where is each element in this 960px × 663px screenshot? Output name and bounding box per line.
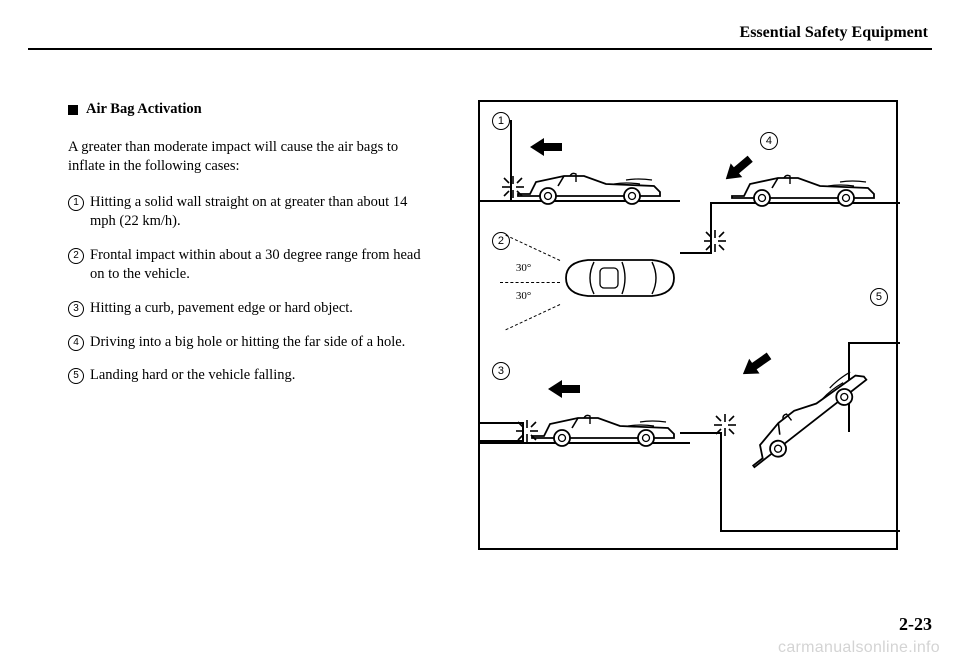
section-heading: Air Bag Activation xyxy=(68,100,434,120)
list-item: 5 Landing hard or the vehicle falling. xyxy=(68,366,434,386)
item-number-icon: 5 xyxy=(68,368,84,384)
p5-impact-icon xyxy=(712,412,738,438)
page-number: 2-23 xyxy=(899,614,932,635)
list-item: 4 Driving into a big hole or hitting the… xyxy=(68,333,434,353)
content-area: Air Bag Activation A greater than modera… xyxy=(28,100,932,550)
item-number-icon: 1 xyxy=(68,195,84,211)
item-text: Frontal impact within about a 30 degree … xyxy=(90,246,434,285)
p1-car-icon xyxy=(514,162,664,206)
item-text: Landing hard or the vehicle falling. xyxy=(90,366,434,386)
watermark-text: carmanualsonline.info xyxy=(778,639,940,657)
p5-ground-icon xyxy=(848,342,900,344)
p3-arrow-icon xyxy=(548,378,580,400)
figure-label-3-icon: 3 xyxy=(492,362,510,380)
item-number-icon: 4 xyxy=(68,335,84,351)
p5-arrow-icon xyxy=(736,347,775,383)
header-rule xyxy=(28,48,932,50)
figure-label-5-icon: 5 xyxy=(870,288,888,306)
section-intro: A greater than moderate impact will caus… xyxy=(68,138,434,177)
p4-impact-icon xyxy=(702,228,728,254)
square-bullet-icon xyxy=(68,105,78,115)
diagram-figure: 1 2 3 4 5 30° 30° xyxy=(478,100,898,550)
item-text: Hitting a solid wall straight on at grea… xyxy=(90,193,434,232)
p3-impact-icon xyxy=(514,418,540,444)
p1-arrow-icon xyxy=(530,136,562,158)
list-item: 3 Hitting a curb, pavement edge or hard … xyxy=(68,299,434,319)
item-number-icon: 3 xyxy=(68,301,84,317)
p2-car-top-icon xyxy=(560,252,680,304)
figure-label-4-icon: 4 xyxy=(760,132,778,150)
figure-label-1-icon: 1 xyxy=(492,112,510,130)
p5-ground-icon xyxy=(720,530,900,532)
p2-angle-line-icon xyxy=(505,304,560,330)
p2-angle-line-icon xyxy=(505,235,560,261)
p2-angle-label-top: 30° xyxy=(516,262,531,274)
figure-column: 1 2 3 4 5 30° 30° xyxy=(444,100,932,550)
section-heading-text: Air Bag Activation xyxy=(86,100,202,120)
list-item: 2 Frontal impact within about a 30 degre… xyxy=(68,246,434,285)
p3-car-icon xyxy=(528,404,678,448)
item-text: Hitting a curb, pavement edge or hard ob… xyxy=(90,299,434,319)
item-number-icon: 2 xyxy=(68,248,84,264)
item-text: Driving into a big hole or hitting the f… xyxy=(90,333,434,353)
p5-wall-icon xyxy=(720,432,722,532)
p2-angle-label-bottom: 30° xyxy=(516,290,531,302)
page-header-title: Essential Safety Equipment xyxy=(28,24,932,42)
list-item: 1 Hitting a solid wall straight on at gr… xyxy=(68,193,434,232)
text-column: Air Bag Activation A greater than modera… xyxy=(28,100,444,550)
p2-center-line-icon xyxy=(500,282,560,283)
p1-impact-icon xyxy=(500,174,526,200)
